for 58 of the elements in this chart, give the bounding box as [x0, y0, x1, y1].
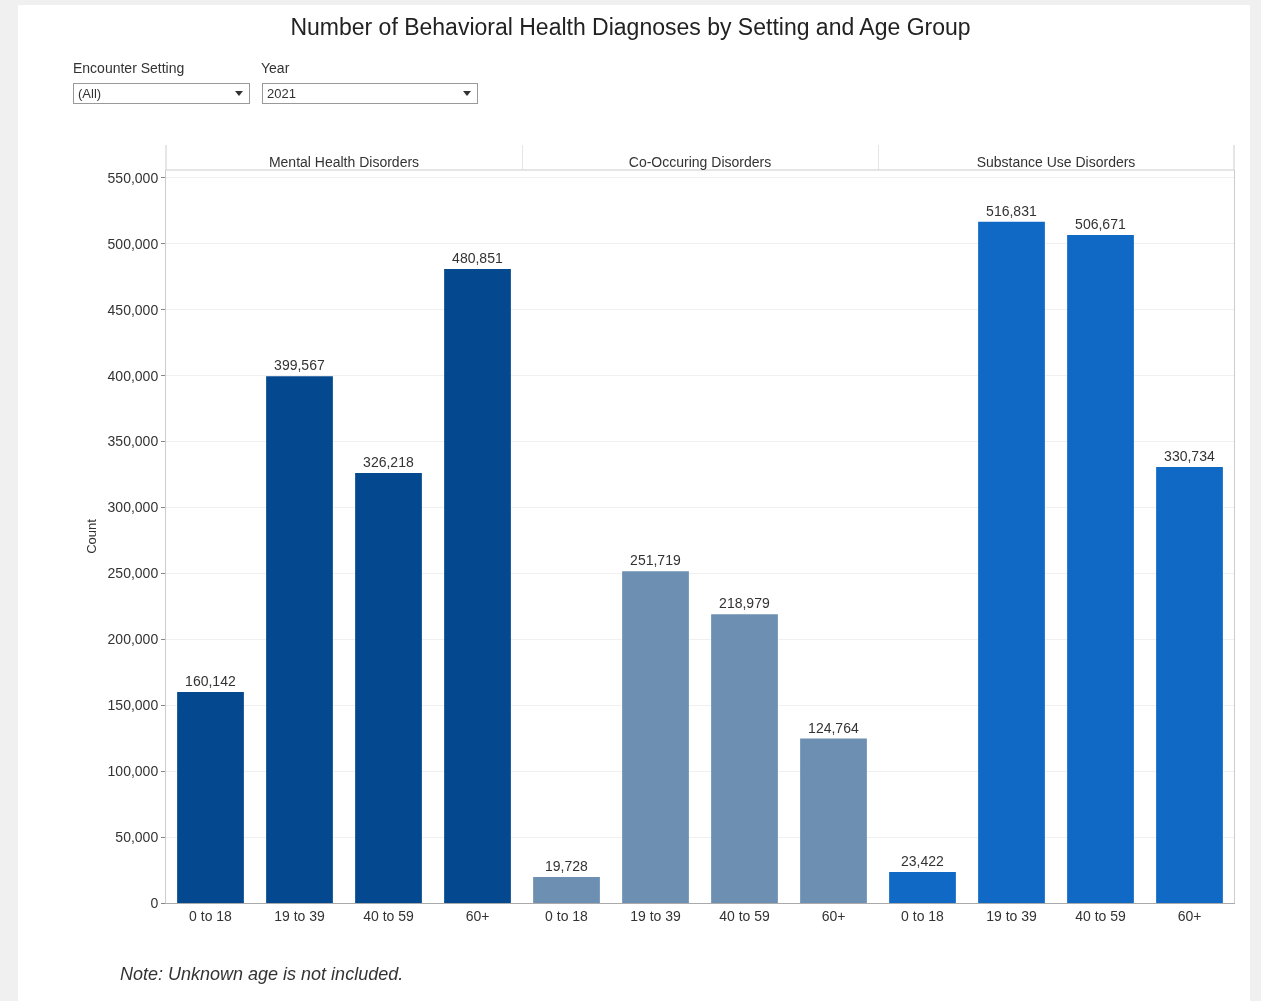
y-tick-label: 250,000: [107, 565, 159, 582]
x-tick-label: 0 to 18: [901, 907, 945, 924]
x-tick-label: 40 to 59: [363, 907, 415, 924]
x-tick-label: 40 to 59: [719, 907, 771, 924]
x-tick-label: 40 to 59: [1075, 907, 1127, 924]
chart-title: Co-Occuring Disorders: [628, 153, 772, 170]
data-label: 23,422: [900, 853, 945, 870]
y-tick-label: 0: [150, 894, 159, 911]
x-tick-label: 19 to 39: [274, 907, 326, 924]
x-tick-label: 0 to 18: [189, 907, 233, 924]
text: Year: [261, 60, 290, 76]
x-tick-label: 19 to 39: [630, 907, 682, 924]
data-label: 160,142: [185, 672, 236, 689]
data-label: 330,734: [1164, 447, 1215, 464]
bar: [1156, 466, 1223, 903]
y-tick-label: 400,000: [107, 367, 159, 384]
x-tick-label: 60+: [1177, 907, 1202, 924]
text: Note: Unknown age is not included.: [120, 964, 404, 985]
bar: [177, 691, 244, 903]
y-tick-label: 150,000: [107, 697, 159, 714]
y-tick-label: 200,000: [107, 631, 159, 648]
data-label: 218,979: [719, 595, 770, 612]
text: (All): [73, 83, 250, 104]
bar: [1067, 235, 1134, 903]
x-tick-label: 60+: [465, 907, 490, 924]
y-tick-label: 500,000: [107, 235, 159, 252]
data-label: 399,567: [274, 357, 325, 374]
text: Encounter Setting: [73, 60, 185, 76]
x-tick-label: 60+: [821, 907, 846, 924]
data-label: 326,218: [363, 453, 414, 470]
bar: [444, 269, 511, 903]
y-axis-title: Count: [83, 518, 99, 554]
bar: [355, 472, 422, 903]
bar: [978, 221, 1045, 903]
chart-title: Substance Use Disorders: [976, 153, 1136, 170]
y-tick-label: 100,000: [107, 763, 159, 780]
y-tick-label: 350,000: [107, 433, 159, 450]
text: Number of Behavioral Health Diagnoses by Setting and Age Group: [289, 14, 972, 41]
bar: [622, 571, 689, 903]
data-label: 19,728: [544, 857, 589, 874]
data-label: 516,831: [986, 202, 1037, 219]
x-tick-label: 0 to 18: [545, 907, 589, 924]
data-label: 506,671: [1075, 216, 1126, 233]
data-label: 251,719: [630, 552, 681, 569]
y-tick-label: 450,000: [107, 301, 159, 318]
chart-title: Mental Health Disorders: [268, 153, 420, 170]
text: 2021: [262, 83, 478, 104]
bar: [266, 376, 333, 903]
x-tick-label: 19 to 39: [986, 907, 1038, 924]
data-label: 480,851: [452, 250, 503, 267]
bar: [711, 614, 778, 903]
y-tick-label: 550,000: [107, 169, 159, 186]
bar: [889, 872, 956, 903]
bar: [800, 738, 867, 903]
data-label: 124,764: [808, 719, 859, 736]
bar: [533, 876, 600, 903]
y-tick-label: 300,000: [107, 499, 159, 516]
y-tick-label: 50,000: [115, 828, 159, 845]
